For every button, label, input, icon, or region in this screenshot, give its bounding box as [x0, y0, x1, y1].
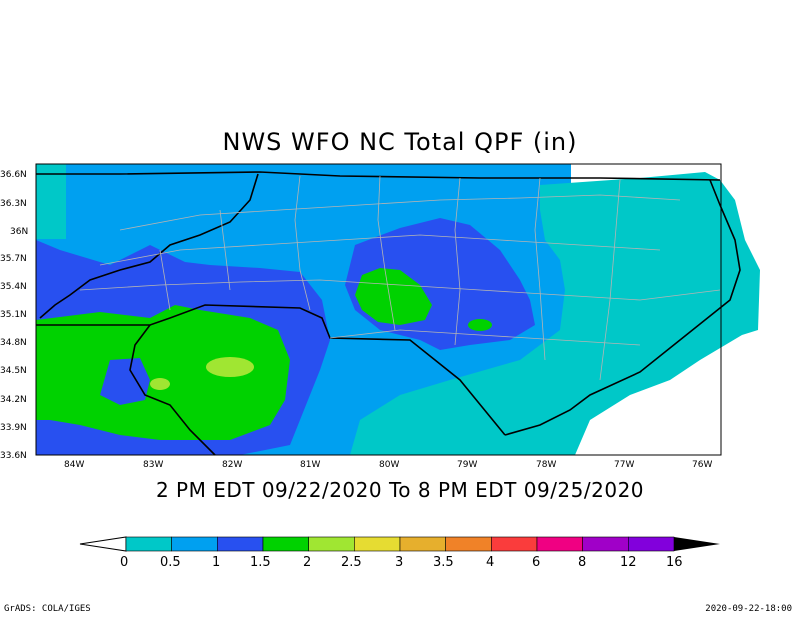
colorbar-label: 0.5	[160, 555, 181, 570]
colorbar-label: 3.5	[433, 555, 454, 570]
lat-tick-label: 36.6N	[0, 170, 27, 180]
qpf-shade-1.5-2-sw	[36, 305, 290, 440]
lon-tick-label: 84W	[64, 460, 84, 470]
lon-tick-label: 83W	[143, 460, 163, 470]
colorbar-box	[399, 536, 446, 552]
sc-ga-border	[129, 324, 216, 456]
colorbar-label: 16	[666, 555, 683, 570]
lat-tick-label: 35.7N	[0, 254, 27, 264]
colorbar-box	[354, 536, 401, 552]
valid-period: 2 PM EDT 09/22/2020 To 8 PM EDT 09/25/20…	[155, 478, 645, 502]
colorbar-box	[445, 536, 492, 552]
colorbar-label: 1.5	[250, 555, 271, 570]
qpf-shade-1.5-2-central	[355, 268, 432, 325]
latitude-axis: 36.6N 36.3N 36N 35.7N 35.4N 35.1N 34.8N …	[0, 170, 28, 461]
colorbar-label: 8	[578, 555, 586, 570]
qpf-shade-0-0.5-nw	[36, 164, 66, 239]
colorbar: 0 0.5 1 1.5 2 2.5 3 3.5 4 6 8 12 16	[79, 536, 720, 570]
nc-coastline	[504, 179, 741, 436]
colorbar-label: 3	[395, 555, 403, 570]
lon-tick-label: 82W	[222, 460, 242, 470]
lon-tick-label: 77W	[614, 460, 634, 470]
qpf-shade-0-0.5-east	[350, 172, 760, 455]
colorbar-label: 4	[486, 555, 494, 570]
lon-tick-label: 80W	[379, 460, 399, 470]
colorbar-label: 1	[212, 555, 220, 570]
lat-tick-label: 35.1N	[0, 310, 27, 320]
lon-tick-label: 81W	[300, 460, 320, 470]
state-borders	[36, 171, 741, 456]
colorbar-label: 0	[120, 555, 128, 570]
colorbar-min-arrow	[79, 536, 127, 552]
lon-tick-label: 78W	[536, 460, 556, 470]
colorbar-box	[491, 536, 538, 552]
lon-tick-label: 79W	[457, 460, 477, 470]
map-title: NWS WFO NC Total QPF (in)	[222, 128, 578, 156]
qpf-shade-2-2.5-a	[206, 357, 254, 377]
lat-tick-label: 36.3N	[0, 199, 27, 209]
colorbar-box	[628, 536, 675, 552]
qpf-map: 36.6N 36.3N 36N 35.7N 35.4N 35.1N 34.8N …	[0, 163, 760, 470]
colorbar-label: 2	[303, 555, 311, 570]
nc-tn-border	[39, 173, 259, 319]
colorbar-labels: 0 0.5 1 1.5 2 2.5 3 3.5 4 6 8 12 16	[120, 555, 683, 570]
qpf-shade-1-1.5-pocket	[100, 358, 150, 405]
lon-tick-label: 76W	[692, 460, 712, 470]
lat-tick-label: 35.4N	[0, 282, 27, 292]
county-lines	[79, 175, 721, 381]
colorbar-box	[262, 536, 309, 552]
qpf-shade-1.5-2-small	[468, 319, 492, 331]
longitude-axis: 84W 83W 82W 81W 80W 79W 78W 77W 76W	[64, 460, 712, 470]
colorbar-box	[536, 536, 583, 552]
lat-tick-label: 34.2N	[0, 395, 27, 405]
colorbar-label: 12	[620, 555, 637, 570]
va-nc-border	[36, 171, 721, 181]
colorbar-box	[582, 536, 629, 552]
map-frame	[35, 163, 722, 456]
lat-tick-label: 34.8N	[0, 338, 27, 348]
colorbar-box	[171, 536, 218, 552]
colorbar-label: 6	[532, 555, 540, 570]
colorbar-box	[217, 536, 264, 552]
colorbar-max-arrow	[674, 537, 720, 551]
colorbar-box	[125, 536, 172, 552]
run-timestamp: 2020-09-22-18:00	[705, 604, 792, 614]
colorbar-label: 2.5	[341, 555, 362, 570]
colorbar-box	[308, 536, 355, 552]
nc-sc-border	[36, 304, 506, 436]
lat-tick-label: 33.9N	[0, 423, 27, 433]
lat-tick-label: 36N	[10, 227, 28, 237]
lat-tick-label: 34.5N	[0, 366, 27, 376]
lat-tick-label: 33.6N	[0, 451, 27, 461]
colorbar-boxes	[125, 536, 675, 552]
grads-credit: GrADS: COLA/IGES	[4, 604, 91, 614]
qpf-shade-2-2.5-b	[150, 378, 170, 390]
